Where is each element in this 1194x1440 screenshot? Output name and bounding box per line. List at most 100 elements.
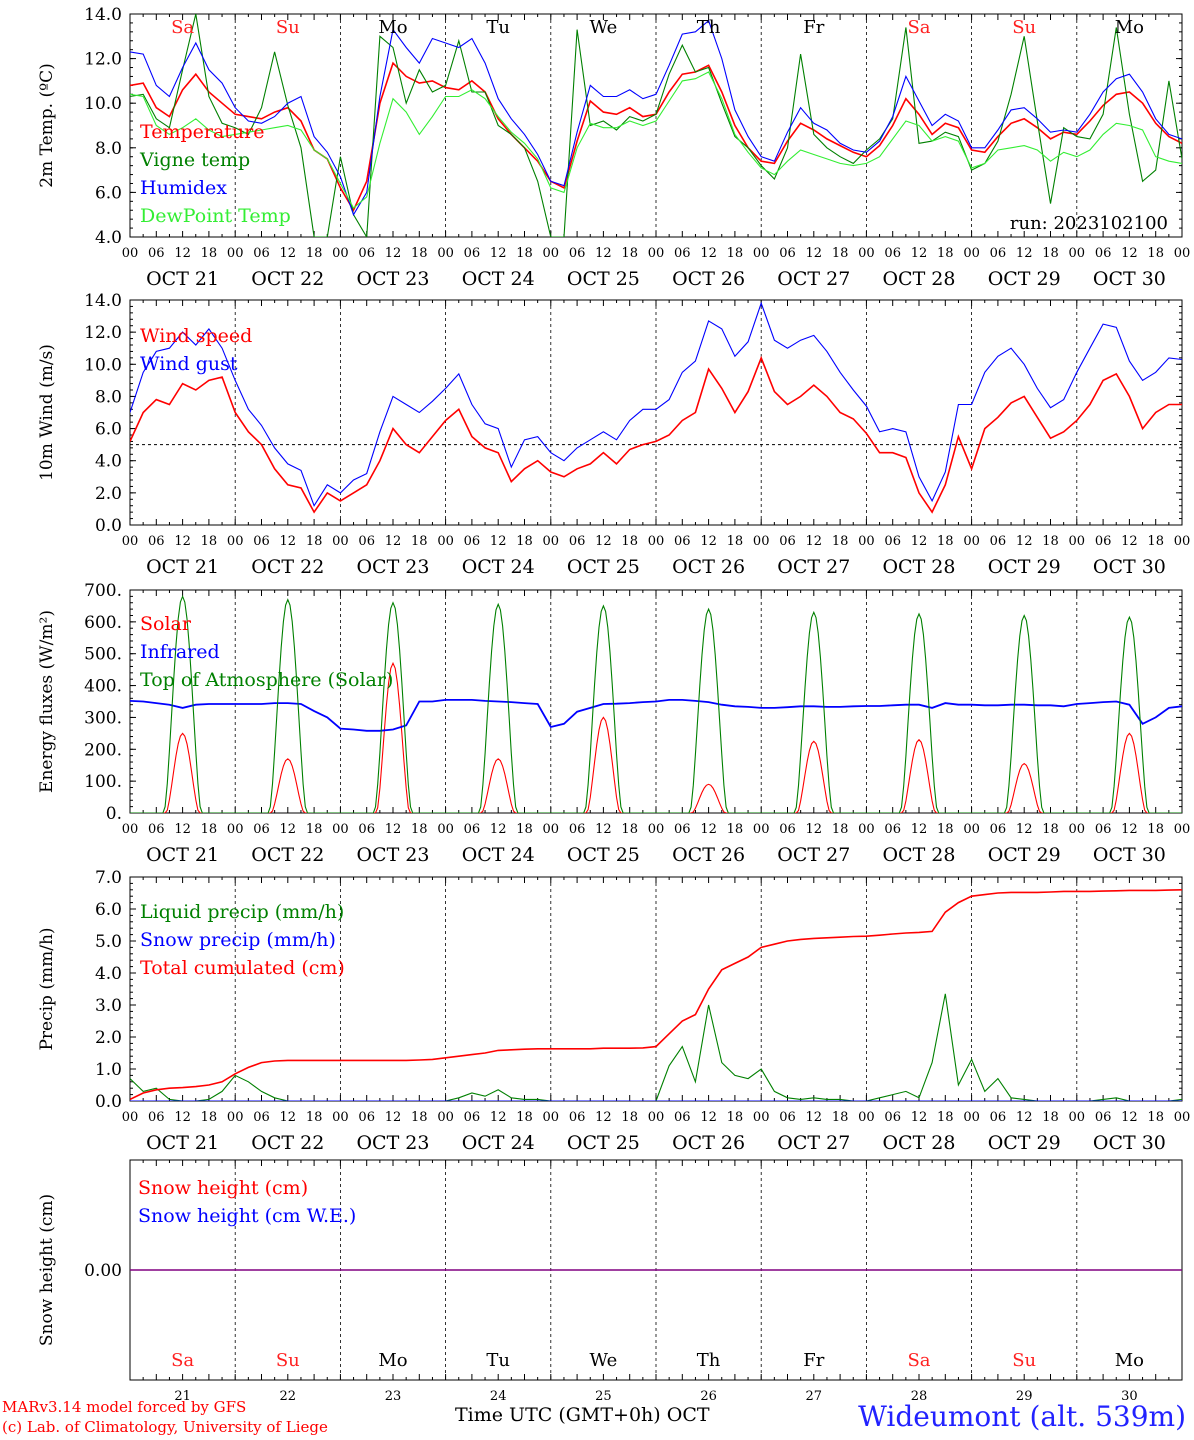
y-axis-label: Energy fluxes (W/m²) [37,610,57,793]
hour-tick-label: 00 [963,246,980,261]
hour-tick-label: 18 [306,822,323,837]
hour-tick-label: 06 [1095,1110,1112,1125]
day-number-label: 24 [490,1389,507,1404]
y-tick-label: 10.0 [84,94,122,114]
hour-tick-label: 12 [1121,822,1138,837]
hour-tick-label: 12 [385,534,402,549]
hour-tick-label: 18 [1042,534,1059,549]
hour-tick-label: 12 [280,534,297,549]
weekday-label: Sa [907,17,930,38]
weekday-label: Mo [378,1350,407,1371]
hour-tick-label: 18 [727,822,744,837]
date-label: OCT 26 [672,268,745,290]
weekday-label: Tu [486,17,510,38]
hour-tick-label: 06 [464,1110,481,1125]
hour-tick-label: 06 [1095,822,1112,837]
panel-2: 0.0 2.0 4.0 6.0 8.0 10.0 12.0 14.0 10m Wind (m/s… [37,291,1190,578]
date-label: OCT 24 [462,268,535,290]
hour-tick-label: 18 [937,534,954,549]
hour-tick-label: 18 [1147,822,1164,837]
hour-tick-label: 18 [621,822,638,837]
y-tick-label: 500. [84,645,122,665]
hour-tick-label: 06 [464,246,481,261]
hour-tick-label: 12 [911,1110,928,1125]
date-label: OCT 28 [882,556,955,578]
hour-tick-label: 18 [201,822,218,837]
hour-tick-label: 00 [1174,1110,1191,1125]
hour-tick-label: 12 [1121,1110,1138,1125]
date-label: OCT 27 [777,844,850,866]
hour-tick-label: 00 [332,1110,349,1125]
hour-tick-label: 12 [174,822,191,837]
month-label: OCT [666,1404,710,1426]
hour-tick-label: 12 [1016,534,1033,549]
hour-tick-label: 12 [490,822,507,837]
y-tick-label: 4.0 [95,452,122,472]
y-tick-label: 400. [84,677,122,697]
date-label: OCT 30 [1093,268,1166,290]
y-tick-label: 14.0 [84,5,122,25]
date-label: OCT 27 [777,268,850,290]
legend-entry: Wind gust [140,353,238,375]
hour-tick-label: 18 [937,246,954,261]
hour-tick-label: 18 [516,246,533,261]
hour-tick-label: 18 [1042,1110,1059,1125]
hour-tick-label: 18 [516,1110,533,1125]
panel-frame [129,299,1183,526]
y-tick-label: 0.00 [84,1261,122,1281]
weekday-label: Th [697,1350,721,1371]
hour-tick-label: 00 [648,246,665,261]
y-tick-label: 3.0 [95,996,122,1016]
hour-tick-label: 06 [884,1110,901,1125]
hour-tick-label: 18 [1042,246,1059,261]
y-tick-label: 5.0 [95,932,122,952]
hour-tick-label: 18 [1147,1110,1164,1125]
y-tick-label: 12.0 [84,50,122,70]
hour-tick-label: 06 [1095,246,1112,261]
hour-tick-label: 06 [148,1110,165,1125]
hour-tick-label: 06 [884,534,901,549]
hour-tick-label: 06 [253,1110,270,1125]
hour-tick-label: 18 [832,1110,849,1125]
legend-entry: Humidex [140,177,227,199]
hour-tick-label: 00 [963,534,980,549]
hour-tick-label: 00 [332,246,349,261]
hour-tick-label: 12 [911,822,928,837]
hour-tick-label: 12 [280,822,297,837]
hour-tick-label: 18 [727,246,744,261]
y-axis-label: Snow height (cm) [37,1194,57,1346]
hour-tick-label: 12 [385,246,402,261]
hour-tick-label: 12 [174,246,191,261]
y-tick-label: 600. [84,613,122,633]
legend-entry: Vigne temp [139,149,250,171]
weekday-label: Su [276,17,300,38]
hour-tick-label: 06 [253,534,270,549]
date-label: OCT 23 [356,1132,429,1154]
hour-tick-label: 00 [227,534,244,549]
legend-entry: Liquid precip (mm/h) [140,901,344,923]
date-label: OCT 24 [462,556,535,578]
hour-tick-label: 18 [201,534,218,549]
date-label: OCT 28 [882,844,955,866]
model-credit: MARv3.14 model forced by GFS [2,1398,247,1416]
hour-tick-label: 00 [648,822,665,837]
day-number-label: 28 [911,1389,928,1404]
hour-tick-label: 12 [911,246,928,261]
hour-tick-label: 18 [201,1110,218,1125]
date-label: OCT 22 [251,556,324,578]
hour-tick-label: 06 [464,534,481,549]
weekday-label: Su [1012,1350,1036,1371]
hour-tick-label: 06 [358,246,375,261]
hour-tick-label: 00 [753,246,770,261]
y-tick-label: 4.0 [95,964,122,984]
date-label: OCT 26 [672,1132,745,1154]
hour-tick-label: 12 [700,534,717,549]
hour-tick-label: 12 [700,822,717,837]
y-tick-label: 200. [84,740,122,760]
hour-tick-label: 12 [280,1110,297,1125]
hour-tick-label: 06 [358,534,375,549]
hour-tick-label: 18 [306,246,323,261]
hour-tick-label: 00 [963,1110,980,1125]
date-label: OCT 25 [567,844,640,866]
hour-tick-label: 12 [174,534,191,549]
